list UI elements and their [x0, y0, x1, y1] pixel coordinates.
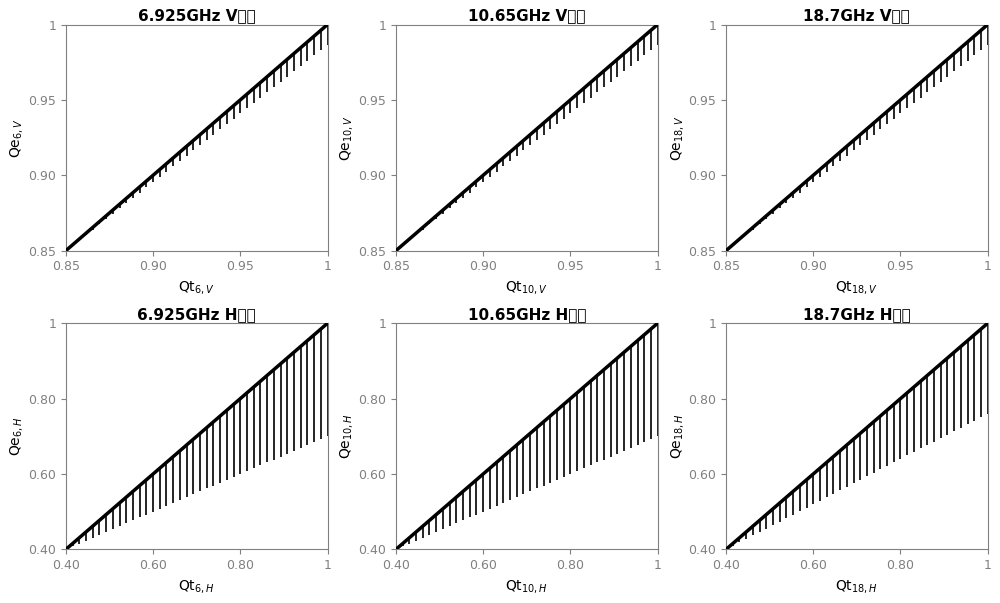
X-axis label: Qt$_{6,V}$: Qt$_{6,V}$: [178, 279, 215, 296]
Title: 10.65GHz V极化: 10.65GHz V极化: [468, 8, 586, 24]
Title: 10.65GHz H极化: 10.65GHz H极化: [468, 307, 586, 322]
X-axis label: Qt$_{6,H}$: Qt$_{6,H}$: [178, 578, 215, 595]
Y-axis label: Qe$_{10,V}$: Qe$_{10,V}$: [338, 115, 355, 160]
Y-axis label: Qe$_{18,H}$: Qe$_{18,H}$: [669, 413, 686, 459]
X-axis label: Qt$_{18,V}$: Qt$_{18,V}$: [835, 279, 878, 296]
X-axis label: Qt$_{10,V}$: Qt$_{10,V}$: [505, 279, 548, 296]
Y-axis label: Qe$_{6,H}$: Qe$_{6,H}$: [8, 417, 25, 456]
Title: 6.925GHz H极化: 6.925GHz H极化: [137, 307, 256, 322]
Title: 18.7GHz H极化: 18.7GHz H极化: [803, 307, 911, 322]
X-axis label: Qt$_{18,H}$: Qt$_{18,H}$: [835, 578, 878, 595]
Y-axis label: Qe$_{10,H}$: Qe$_{10,H}$: [338, 413, 355, 459]
Title: 18.7GHz V极化: 18.7GHz V极化: [803, 8, 910, 24]
Y-axis label: Qe$_{18,V}$: Qe$_{18,V}$: [669, 115, 686, 160]
X-axis label: Qt$_{10,H}$: Qt$_{10,H}$: [505, 578, 548, 595]
Y-axis label: Qe$_{6,V}$: Qe$_{6,V}$: [8, 118, 25, 157]
Title: 6.925GHz V极化: 6.925GHz V极化: [138, 8, 256, 24]
